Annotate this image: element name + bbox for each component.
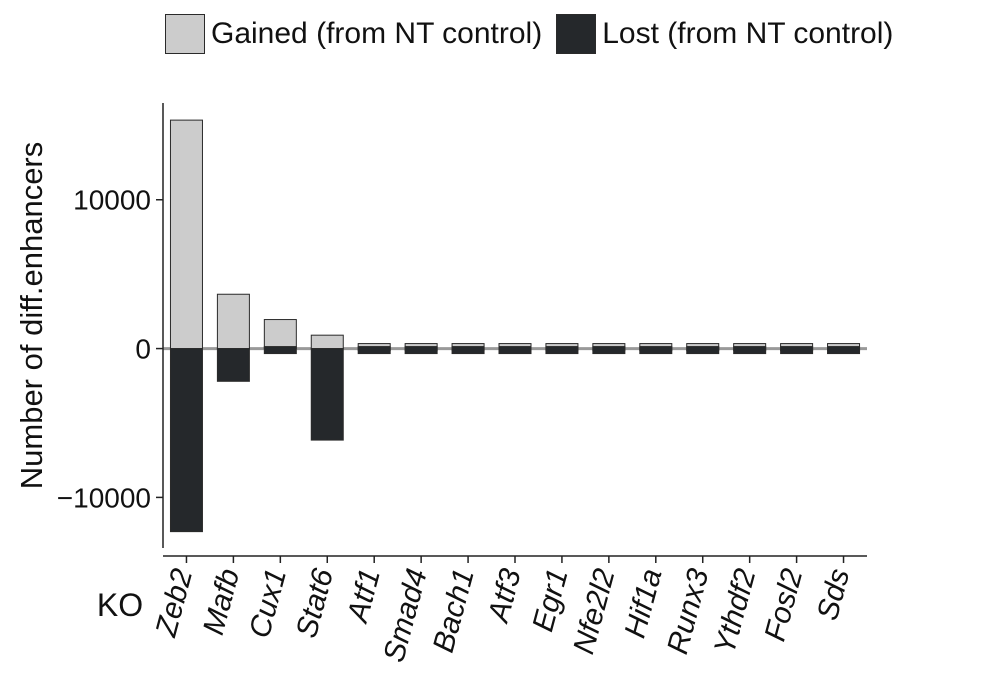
legend-label-gained: Gained (from NT control) — [211, 17, 543, 50]
bar-lost-stat6 — [310, 348, 344, 441]
x-axis-title: KO — [97, 587, 143, 623]
bar-lost-zeb2 — [169, 348, 203, 533]
y-tick-label: −10000 — [57, 482, 151, 513]
x-tick-label-sds: Sds — [811, 565, 856, 623]
bar-lost-bach1 — [451, 346, 485, 355]
y-axis-title: Number of diff.enhancers — [14, 142, 49, 490]
bar-lost-sds — [827, 346, 861, 355]
legend-swatch-gained — [165, 14, 205, 54]
bar-lost-atf3 — [498, 346, 532, 355]
bar-lost-fosl2 — [780, 346, 814, 355]
legend-item-lost: Lost (from NT control) — [556, 14, 893, 54]
bar-gained-mafb — [216, 293, 250, 350]
bar-lost-ythdf2 — [733, 346, 767, 355]
bar-lost-cux1 — [263, 346, 297, 355]
legend-swatch-lost — [556, 14, 597, 54]
x-tick-label-cux1: Cux1 — [243, 565, 293, 641]
legend: Gained (from NT control) Lost (from NT c… — [165, 14, 907, 54]
x-tick-label-bach1: Bach1 — [427, 565, 481, 656]
x-tick-label-smad4: Smad4 — [377, 565, 433, 665]
bar-lost-egr1 — [545, 346, 579, 355]
bar-gained-zeb2 — [169, 119, 203, 350]
x-tick-label-runx3: Runx3 — [661, 565, 715, 658]
bar-lost-hif1a — [639, 346, 673, 355]
x-tick-label-zeb2: Zeb2 — [149, 565, 199, 641]
x-tick-label-egr1: Egr1 — [526, 565, 574, 635]
x-tick-label-hif1a: Hif1a — [619, 565, 669, 641]
legend-label-lost: Lost (from NT control) — [602, 17, 894, 50]
x-tick-label-mafb: Mafb — [197, 565, 246, 638]
bar-lost-smad4 — [404, 346, 438, 355]
bar-lost-runx3 — [686, 346, 720, 355]
legend-item-gained: Gained (from NT control) — [165, 14, 542, 54]
x-tick-label-ythdf2: Ythdf2 — [708, 565, 762, 658]
x-tick-label-nfe2l2: Nfe2l2 — [567, 565, 621, 658]
x-tick-label-atf1: Atf1 — [341, 565, 387, 627]
x-tick-label-atf3: Atf3 — [482, 565, 528, 627]
y-tick-label: 10000 — [73, 185, 151, 216]
bar-gained-cux1 — [263, 319, 297, 350]
y-tick-label: 0 — [135, 334, 151, 365]
bar-gained-stat6 — [310, 334, 344, 350]
bar-lost-mafb — [216, 348, 250, 382]
bar-lost-atf1 — [357, 346, 391, 355]
x-tick-label-fosl2: Fosl2 — [758, 565, 809, 645]
x-tick-label-stat6: Stat6 — [290, 565, 340, 642]
bar-lost-nfe2l2 — [592, 346, 626, 355]
